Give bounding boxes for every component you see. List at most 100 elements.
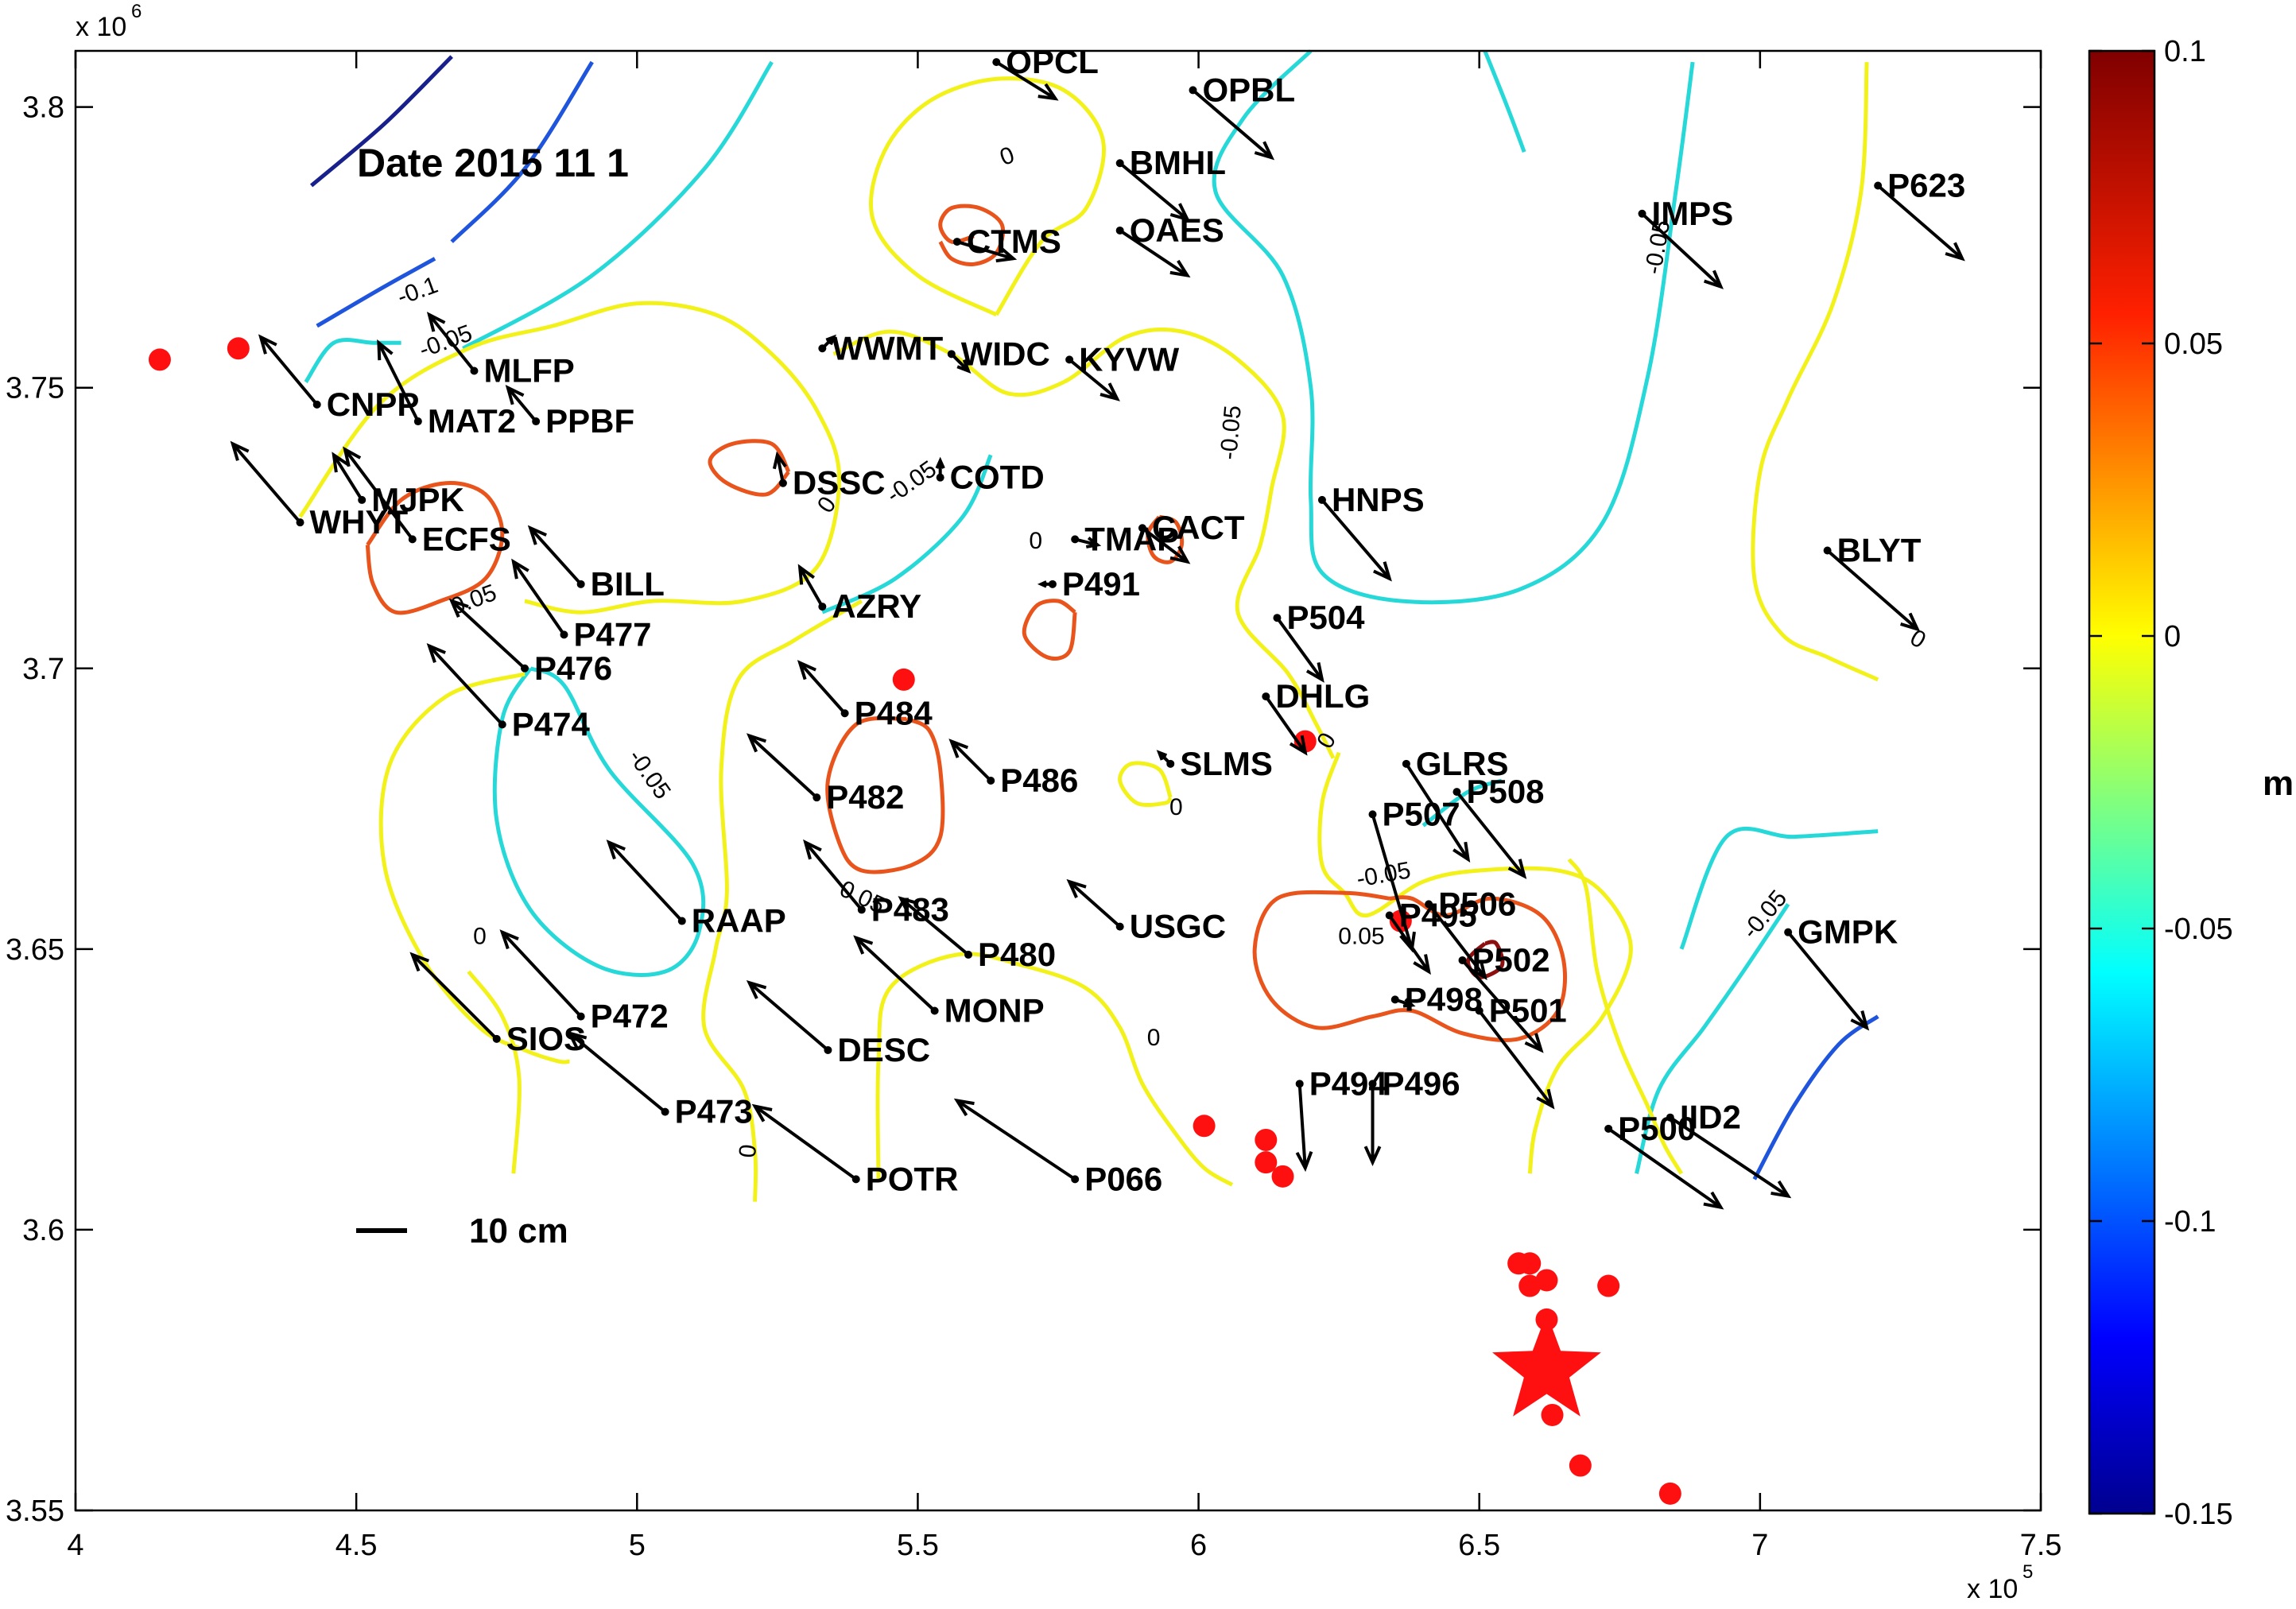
contour-label-6: 0 xyxy=(1029,528,1042,554)
colorbar-ticks-layer: 0.1 0.05 0 -0.05 -0.1 -0.15 xyxy=(2089,35,2233,1531)
event-marker-2 xyxy=(892,668,915,691)
station-vector-p494 xyxy=(1295,1080,1313,1173)
axis-layer: 4 4.5 5 5.5 6 6.5 7 7.5 3.55 3.6 3.65 3.7 3.75 3.8 xyxy=(6,51,2061,1562)
station-label-dssc: DSSC xyxy=(793,464,886,502)
station-vector-p506 xyxy=(1425,900,1487,981)
event-marker-7 xyxy=(1255,1151,1278,1174)
contour-label-17: 0 xyxy=(473,924,487,950)
contour-line-8 xyxy=(1679,827,1879,950)
station-label-widc: WIDC xyxy=(961,335,1050,372)
station-vector-iid2 xyxy=(1666,1113,1792,1199)
x-exponent-base: x 10 xyxy=(1967,1574,2018,1604)
station-label-oaes: OAES xyxy=(1130,211,1224,249)
contour-line-31 xyxy=(1466,940,1505,979)
y-exponent-power: 6 xyxy=(131,1,142,22)
x-tick-label-6: 7 xyxy=(1751,1529,1768,1562)
x-tick-label-1: 4.5 xyxy=(335,1529,378,1562)
station-label-monp: MONP xyxy=(944,992,1045,1029)
station-vector-blyt xyxy=(1823,546,1921,632)
station-label-p500: P500 xyxy=(1618,1110,1696,1147)
station-vector-p623 xyxy=(1874,181,1965,262)
station-vector-p066 xyxy=(953,1098,1080,1184)
station-vector-p483 xyxy=(803,839,866,914)
station-label-opcl: OPCL xyxy=(1006,43,1099,80)
station-vector-monp xyxy=(853,935,939,1015)
contour-line-17 xyxy=(467,970,522,1174)
station-vector-dssc xyxy=(772,451,787,487)
station-label-wwmt: WWMT xyxy=(832,329,943,366)
colorbar xyxy=(2088,49,2156,1515)
chart-title: Date 2015 11 1 xyxy=(357,141,629,185)
station-label-gmpk: GMPK xyxy=(1798,913,1898,951)
station-label-p476: P476 xyxy=(534,649,612,687)
station-vector-p500 xyxy=(1604,1124,1724,1210)
station-label-p502: P502 xyxy=(1472,941,1550,979)
contour-label-5: -0.05 xyxy=(1216,405,1247,461)
contour-label-19: 0 xyxy=(735,1143,762,1159)
station-vector-p498 xyxy=(1390,995,1416,1008)
contour-line-19 xyxy=(875,952,1234,1187)
station-label-tmap: TMAP xyxy=(1084,520,1179,557)
station-vector-hnps xyxy=(1317,495,1392,582)
station-label-whyt: WHYT xyxy=(310,503,409,541)
scale-label: 10 cm xyxy=(469,1212,568,1250)
contour-line-9 xyxy=(1635,903,1790,1174)
contour-line-23 xyxy=(1751,61,1879,682)
y-tick-label-4: 3.75 xyxy=(6,372,64,405)
event-marker-0 xyxy=(148,348,171,371)
station-vector-p486 xyxy=(948,739,995,785)
station-vector-gmpk xyxy=(1784,928,1870,1031)
event-marker-12 xyxy=(1518,1274,1542,1297)
contour-line-1 xyxy=(316,257,436,328)
station-vector-opbl xyxy=(1189,86,1275,161)
station-label-bmhl: BMHL xyxy=(1130,144,1226,181)
station-vector-opcl xyxy=(992,58,1059,101)
station-vector-tmap xyxy=(1071,535,1102,549)
station-vector-azry xyxy=(797,564,827,611)
colorbar-tick-label-0: 0.1 xyxy=(2164,35,2206,68)
station-vector-mlfp xyxy=(426,312,479,375)
station-label-desc: DESC xyxy=(837,1031,930,1068)
station-label-sios: SIOS xyxy=(506,1020,586,1057)
contour-line-18 xyxy=(701,599,863,1202)
event-marker-13 xyxy=(1597,1274,1620,1297)
station-label-p507: P507 xyxy=(1383,795,1460,832)
station-vector-dhlg xyxy=(1262,692,1308,756)
event-marker-15 xyxy=(1541,1403,1564,1426)
station-vector-ppbf xyxy=(505,384,541,426)
station-vector-mjpk xyxy=(332,452,367,504)
events-layer xyxy=(148,337,1681,1505)
event-marker-11 xyxy=(1535,1269,1558,1292)
station-label-slms: SLMS xyxy=(1180,745,1273,782)
y-tick-label-1: 3.6 xyxy=(22,1214,64,1247)
station-label-p066: P066 xyxy=(1084,1160,1162,1197)
contour-line-20 xyxy=(1118,761,1173,808)
contour-label-18: 0 xyxy=(1147,1025,1161,1051)
station-label-raap: RAAP xyxy=(692,902,786,940)
station-vector-p474 xyxy=(426,642,506,729)
station-label-potr: POTR xyxy=(866,1160,959,1197)
event-marker-10 xyxy=(1518,1252,1542,1275)
station-vector-p495 xyxy=(1385,911,1431,975)
colorbar-tick-label-3: -0.05 xyxy=(2164,913,2233,946)
station-vector-bill xyxy=(527,525,585,588)
station-label-ecfs: ECFS xyxy=(422,520,511,557)
station-label-p494: P494 xyxy=(1309,1064,1388,1102)
contour-line-30 xyxy=(1252,890,1568,1042)
x-tick-label-4: 6 xyxy=(1190,1529,1207,1562)
station-vector-p477 xyxy=(511,558,568,639)
y-tick-label-5: 3.8 xyxy=(22,91,64,125)
station-label-mjpk: MJPK xyxy=(371,481,464,518)
contour-line-2 xyxy=(450,60,594,243)
station-label-p504: P504 xyxy=(1286,599,1365,636)
plot-frame xyxy=(74,49,2042,1512)
station-label-mat2: MAT2 xyxy=(428,402,516,440)
y-tick-label-2: 3.65 xyxy=(6,933,64,967)
station-vector-imps xyxy=(1638,209,1724,289)
station-vector-p472 xyxy=(499,929,585,1021)
contour-line-24 xyxy=(938,204,1006,267)
colorbar-tick-label-2: 0 xyxy=(2164,620,2181,653)
contour-line-15 xyxy=(869,76,1106,317)
contour-line-29 xyxy=(825,715,945,874)
station-label-p491: P491 xyxy=(1062,565,1140,603)
